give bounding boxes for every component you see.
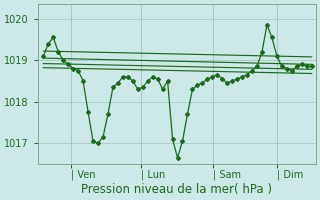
X-axis label: Pression niveau de la mer( hPa ): Pression niveau de la mer( hPa ): [81, 183, 272, 196]
